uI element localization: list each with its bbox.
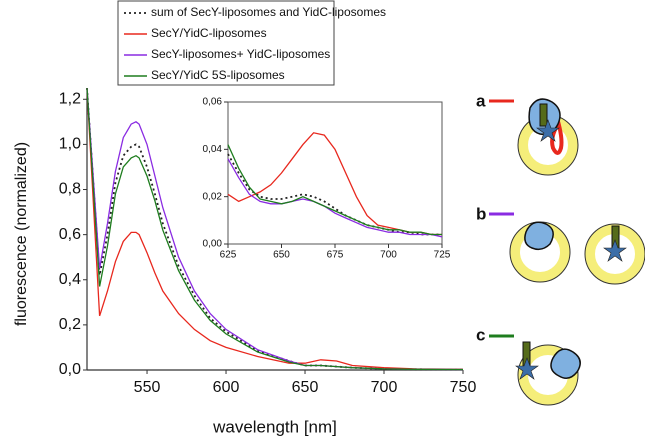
y-tick-label: 0,00 xyxy=(203,239,223,250)
star xyxy=(515,357,539,380)
plot: 0,0 0,2 0,4 0,6 0,8 1,0 1,2 550 600 650 700 750 wave… xyxy=(13,87,477,436)
legend: sum of SecY-liposomes and YidC-liposomes… xyxy=(117,0,386,86)
x-tick-label: 550 xyxy=(134,379,161,396)
series-line xyxy=(227,158,443,238)
y-tick-label: 0,8 xyxy=(59,181,81,198)
panel-label: b xyxy=(476,204,486,223)
x-tick-label: 625 xyxy=(220,250,237,261)
schematic: a b c xyxy=(476,91,645,406)
y-tick-label: 0,6 xyxy=(59,226,81,243)
protein xyxy=(524,221,554,251)
legend-label: SecY/YidC-liposomes xyxy=(151,26,267,40)
protein xyxy=(550,348,581,379)
x-axis-title: wavelength [nm] xyxy=(212,417,337,436)
y-tick-label: 1,0 xyxy=(59,136,81,153)
x-tick-label: 750 xyxy=(450,379,477,396)
liposome-edge xyxy=(584,223,645,285)
series-line xyxy=(86,87,464,370)
inset-frame xyxy=(227,101,443,245)
star xyxy=(603,239,627,262)
legend-label: sum of SecY-liposomes and YidC-liposomes xyxy=(151,5,386,19)
x-tick-label: 650 xyxy=(273,250,290,261)
panel-label: c xyxy=(476,325,485,344)
x-tick-label: 725 xyxy=(434,250,451,261)
y-tick-label: 0,02 xyxy=(203,191,223,202)
star xyxy=(536,119,560,142)
series-line xyxy=(227,144,442,236)
y-tick-label: 0,06 xyxy=(203,97,223,108)
y-tick-label: 0,0 xyxy=(59,361,81,378)
protein-rod xyxy=(539,103,548,127)
x-tick-label: 700 xyxy=(371,379,398,396)
y-tick-label: 0,04 xyxy=(203,144,223,155)
panel-label: a xyxy=(476,91,486,110)
y-tick-label: 1,2 xyxy=(59,90,81,107)
x-tick-label: 600 xyxy=(213,379,240,396)
legend-label: SecY-liposomes+ YidC-liposomes xyxy=(151,47,330,61)
y-tick-label: 0,2 xyxy=(59,316,81,333)
series-line xyxy=(86,87,464,371)
y-axis-title: fluorescence (normalized) xyxy=(13,142,30,326)
legend-label: SecY/YidC 5S-liposomes xyxy=(151,68,285,82)
legend-box xyxy=(117,0,335,86)
y-tick-label: 0,4 xyxy=(59,271,81,288)
x-tick-label: 675 xyxy=(327,250,344,261)
x-tick-label: 700 xyxy=(380,250,397,261)
liposome-edge xyxy=(517,344,579,406)
plot: 0,00 0,02 0,04 0,06 625 650 675 700 725 xyxy=(203,97,451,261)
x-tick-label: 650 xyxy=(292,379,319,396)
